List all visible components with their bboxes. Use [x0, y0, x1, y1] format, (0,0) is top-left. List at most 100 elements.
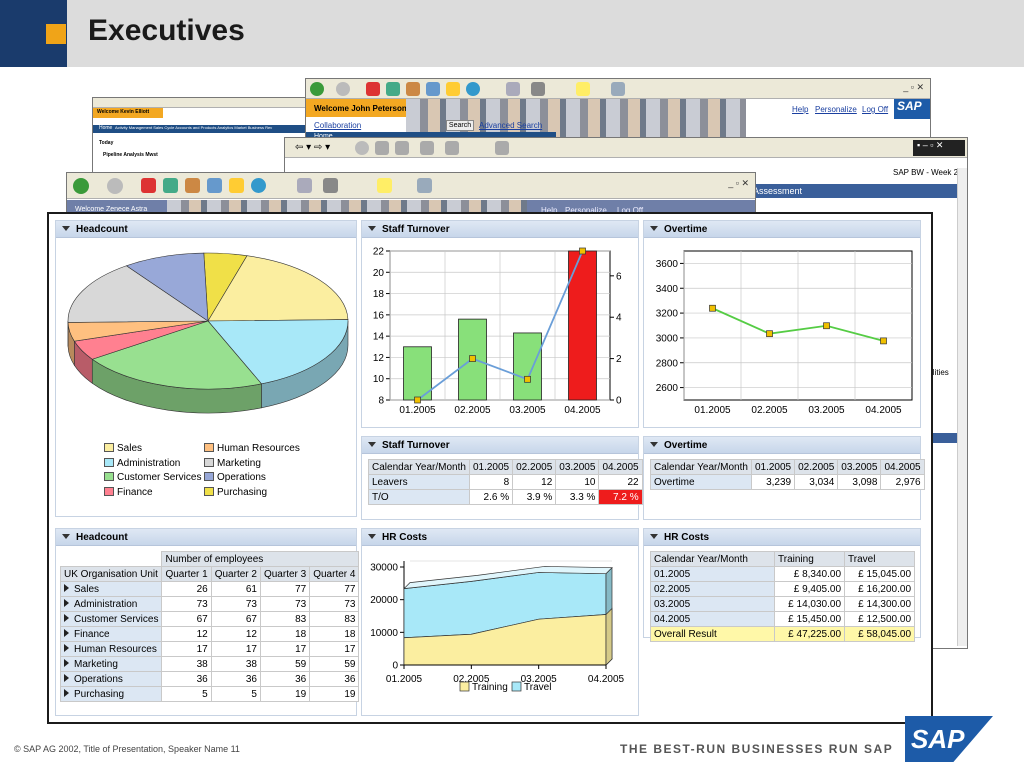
col-header[interactable]: Travel — [844, 551, 915, 567]
headcount-pie-header[interactable]: Headcount — [56, 221, 356, 238]
col-header[interactable]: 03.2005 — [555, 459, 600, 475]
expand-icon[interactable] — [64, 628, 69, 637]
bg4-print-icon[interactable] — [323, 178, 338, 193]
bg3-tab-assessment[interactable]: Assessment — [753, 186, 803, 196]
collapse-icon[interactable] — [62, 226, 70, 231]
collapse-icon[interactable] — [368, 226, 376, 231]
col-header[interactable]: Training — [774, 551, 845, 567]
bg1-item[interactable]: Pipeline Analysis Mwst — [103, 152, 158, 158]
bg3-home-icon[interactable] — [395, 141, 409, 155]
bg2-adv-search-link[interactable]: Advanced Search — [479, 121, 543, 130]
col-header[interactable]: 04.2005 — [598, 459, 643, 475]
row-header[interactable]: 04.2005 — [650, 611, 775, 627]
col-header[interactable]: UK Organisation Unit — [59, 566, 163, 582]
col-header[interactable]: Calendar Year/Month — [650, 551, 775, 567]
bg4-media-icon[interactable] — [251, 178, 266, 193]
bg4-personalize-link[interactable]: Personalize — [565, 206, 607, 215]
overtime-chart-header[interactable]: Overtime — [644, 221, 920, 238]
collapse-icon[interactable] — [650, 442, 658, 447]
bg3-refresh-icon[interactable] — [375, 141, 389, 155]
bg3-print-icon[interactable] — [495, 141, 509, 155]
expand-icon[interactable] — [64, 598, 69, 607]
group-header[interactable]: Number of employees — [161, 551, 360, 567]
row-header[interactable]: Marketing — [59, 656, 163, 672]
bg3-scrollbar[interactable] — [957, 168, 967, 646]
messenger-icon[interactable] — [611, 82, 625, 96]
bg2-collab-link[interactable]: Collaboration — [314, 121, 362, 130]
expand-icon[interactable] — [64, 673, 69, 682]
row-header[interactable]: 01.2005 — [650, 566, 775, 582]
folder-icon[interactable] — [576, 82, 590, 96]
media-icon[interactable] — [466, 82, 480, 96]
row-header[interactable]: T/O — [368, 489, 470, 505]
bg2-logoff-link[interactable]: Log Off — [862, 105, 889, 114]
headcount-table-header[interactable]: Headcount — [56, 529, 356, 546]
row-header[interactable]: Human Resources — [59, 641, 163, 657]
bg3-stop-icon[interactable] — [355, 141, 369, 155]
row-header[interactable]: Finance — [59, 626, 163, 642]
col-header[interactable]: Quarter 1 — [161, 566, 212, 582]
bg4-logoff-link[interactable]: Log Off — [617, 206, 644, 215]
collapse-icon[interactable] — [62, 534, 70, 539]
row-header[interactable]: Operations — [59, 671, 163, 687]
expand-icon[interactable] — [64, 643, 69, 652]
col-header[interactable]: 03.2005 — [837, 459, 882, 475]
bg4-folder-icon[interactable] — [377, 178, 392, 193]
row-header[interactable]: Sales — [59, 581, 163, 597]
row-header[interactable]: 02.2005 — [650, 581, 775, 597]
bg4-home-icon[interactable] — [185, 178, 200, 193]
expand-icon[interactable] — [64, 583, 69, 592]
bg3-window-controls[interactable]: ▪ ‒ ▫ ✕ — [913, 140, 965, 156]
col-header[interactable]: Quarter 3 — [259, 566, 311, 582]
col-header[interactable]: Quarter 2 — [210, 566, 261, 582]
bg1-menu[interactable]: Activity Management Sales Cycle Accounts… — [115, 125, 273, 130]
total-label[interactable]: Overall Result — [650, 626, 775, 642]
favorites-icon[interactable] — [446, 82, 460, 96]
bg4-back-icon[interactable] — [73, 178, 89, 194]
overtime-table-header[interactable]: Overtime — [644, 437, 920, 454]
window-controls[interactable]: _ ▫ ✕ — [903, 82, 924, 92]
bg2-tab-home[interactable]: Home — [314, 133, 333, 140]
back-icon[interactable] — [310, 82, 324, 96]
col-header[interactable]: 04.2005 — [880, 459, 925, 475]
bg3-search-icon[interactable] — [420, 141, 434, 155]
hr-costs-chart-header[interactable]: HR Costs — [362, 529, 638, 546]
bg4-refresh-icon[interactable] — [163, 178, 178, 193]
row-header[interactable]: Overtime — [650, 474, 752, 490]
row-header[interactable]: Customer Services — [59, 611, 163, 627]
row-header[interactable]: 03.2005 — [650, 596, 775, 612]
collapse-icon[interactable] — [650, 534, 658, 539]
collapse-icon[interactable] — [368, 534, 376, 539]
bg2-search-button[interactable]: Search — [446, 120, 474, 131]
expand-icon[interactable] — [64, 658, 69, 667]
stop-icon[interactable] — [366, 82, 380, 96]
expand-icon[interactable] — [64, 613, 69, 622]
row-header[interactable]: Purchasing — [59, 686, 163, 702]
row-header[interactable]: Leavers — [368, 474, 470, 490]
bg4-favorites-icon[interactable] — [229, 178, 244, 193]
home-icon[interactable] — [406, 82, 420, 96]
expand-icon[interactable] — [64, 688, 69, 697]
staff-turnover-table-header[interactable]: Staff Turnover — [362, 437, 638, 454]
bg4-messenger-icon[interactable] — [417, 178, 432, 193]
bg3-nav-arrows[interactable]: ⇦ ▾ ⇨ ▾ — [295, 142, 331, 153]
refresh-icon[interactable] — [386, 82, 400, 96]
bg1-tab[interactable]: Home — [99, 125, 113, 131]
col-header[interactable]: 01.2005 — [750, 459, 796, 475]
print-icon[interactable] — [531, 82, 545, 96]
bg4-search-icon[interactable] — [207, 178, 222, 193]
bg4-forward-icon[interactable] — [107, 178, 123, 194]
bg4-window-controls[interactable]: _ ▫ ✕ — [728, 178, 749, 188]
forward-icon[interactable] — [336, 82, 350, 96]
collapse-icon[interactable] — [650, 226, 658, 231]
row-header[interactable]: Administration — [59, 596, 163, 612]
col-header[interactable]: 02.2005 — [512, 459, 557, 475]
staff-turnover-chart-header[interactable]: Staff Turnover — [362, 221, 638, 238]
bg3-favorites-icon[interactable] — [445, 141, 459, 155]
bg2-help-link[interactable]: Help — [792, 105, 809, 114]
bg4-help-link[interactable]: Help — [541, 206, 558, 215]
col-header[interactable]: 02.2005 — [794, 459, 839, 475]
col-header[interactable]: Quarter 4 — [309, 566, 360, 582]
search-icon[interactable] — [426, 82, 440, 96]
bg2-personalize-link[interactable]: Personalize — [815, 105, 857, 114]
